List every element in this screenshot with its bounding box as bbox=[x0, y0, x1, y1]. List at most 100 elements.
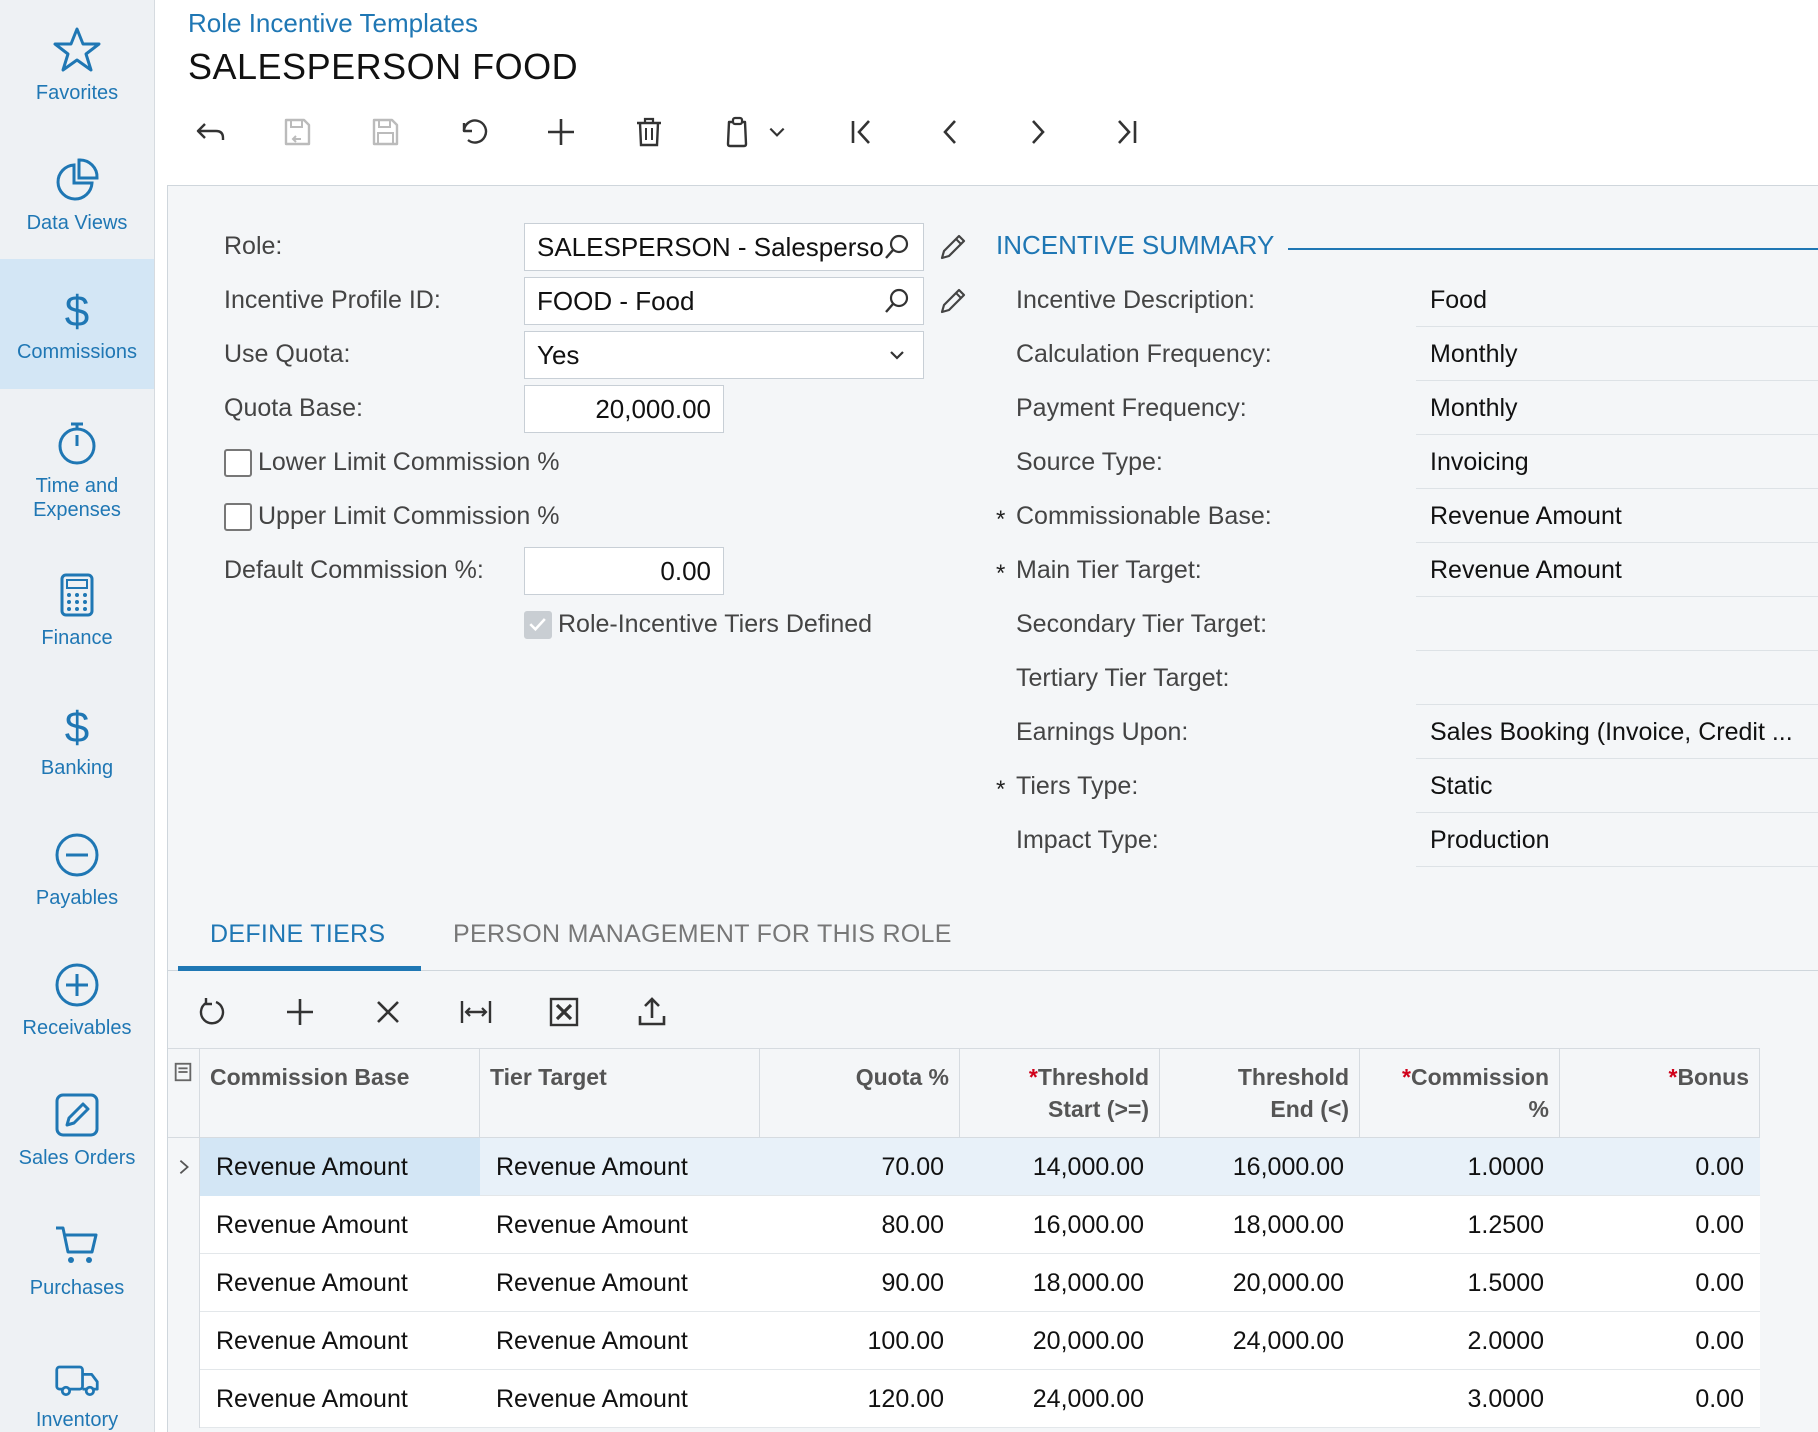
clipboard-button[interactable] bbox=[713, 108, 761, 156]
cell-bonus[interactable]: 0.00 bbox=[1695, 1152, 1744, 1181]
previous-record-button[interactable] bbox=[926, 108, 974, 156]
fit-to-screen-button[interactable] bbox=[454, 990, 498, 1034]
cell-tier-target[interactable]: Revenue Amount bbox=[496, 1384, 688, 1413]
default-commission-field[interactable]: 0.00 bbox=[524, 547, 724, 595]
cell-commission[interactable]: 2.0000 bbox=[1467, 1326, 1544, 1355]
cell-threshold-start[interactable]: 18,000.00 bbox=[1032, 1268, 1144, 1297]
cell-threshold-end[interactable]: 20,000.00 bbox=[1232, 1268, 1344, 1297]
cancel-button[interactable] bbox=[449, 108, 497, 156]
column-header-bonus[interactable]: *Bonus bbox=[1560, 1049, 1760, 1139]
cell-commission[interactable]: 1.5000 bbox=[1467, 1268, 1544, 1297]
cell-commission-base[interactable]: Revenue Amount bbox=[216, 1268, 408, 1297]
cell-threshold-start[interactable]: 16,000.00 bbox=[1032, 1210, 1144, 1239]
delete-row-button[interactable] bbox=[366, 990, 410, 1034]
table-row[interactable]: Revenue Amount Revenue Amount 70.00 14,0… bbox=[168, 1138, 1760, 1196]
first-record-button[interactable] bbox=[838, 108, 886, 156]
pencil-icon[interactable] bbox=[937, 285, 969, 317]
cell-threshold-start[interactable]: 20,000.00 bbox=[1032, 1326, 1144, 1355]
export-excel-button[interactable] bbox=[542, 990, 586, 1034]
cell-quota[interactable]: 90.00 bbox=[881, 1268, 944, 1297]
column-header-commission[interactable]: *Commission% bbox=[1360, 1049, 1560, 1139]
next-record-button[interactable] bbox=[1014, 108, 1062, 156]
column-header-quota[interactable]: Quota % bbox=[760, 1049, 960, 1139]
clipboard-dropdown-button[interactable] bbox=[762, 108, 792, 156]
column-settings-button[interactable] bbox=[168, 1049, 200, 1139]
cell-bonus[interactable]: 0.00 bbox=[1695, 1326, 1744, 1355]
sidebar-item-favorites[interactable]: Favorites bbox=[0, 0, 154, 130]
search-icon[interactable] bbox=[883, 233, 911, 261]
column-header-threshold-start[interactable]: *Threshold Start (>=) bbox=[960, 1049, 1160, 1139]
delete-button[interactable] bbox=[625, 108, 673, 156]
cell-quota[interactable]: 100.00 bbox=[867, 1326, 944, 1355]
cell-threshold-end[interactable] bbox=[1160, 1370, 1360, 1428]
save-button[interactable] bbox=[361, 108, 409, 156]
cell-quota[interactable]: 80.00 bbox=[881, 1210, 944, 1239]
cell-quota[interactable]: 70.00 bbox=[881, 1152, 944, 1181]
table-row[interactable]: Revenue Amount Revenue Amount 100.00 20,… bbox=[168, 1312, 1760, 1370]
row-selector[interactable] bbox=[168, 1196, 200, 1254]
cell-commission-base[interactable]: Revenue Amount bbox=[216, 1326, 408, 1355]
sidebar-item-inventory[interactable]: Inventory bbox=[0, 1322, 154, 1432]
cell-commission-base[interactable]: Revenue Amount bbox=[216, 1210, 408, 1239]
sidebar-item-sales-orders[interactable]: Sales Orders bbox=[0, 1065, 154, 1195]
sidebar-item-commissions[interactable]: $ Commissions bbox=[0, 259, 154, 389]
cell-threshold-start[interactable]: 24,000.00 bbox=[1032, 1384, 1144, 1413]
star-icon bbox=[53, 27, 101, 72]
sidebar-item-receivables[interactable]: Receivables bbox=[0, 935, 154, 1065]
row-selector[interactable] bbox=[168, 1312, 200, 1370]
sidebar-item-banking[interactable]: $ Banking bbox=[0, 675, 154, 805]
tab-person-management[interactable]: PERSON MANAGEMENT FOR THIS ROLE bbox=[453, 920, 952, 948]
cell-commission-base[interactable]: Revenue Amount bbox=[200, 1138, 480, 1196]
cell-commission[interactable]: 1.0000 bbox=[1467, 1152, 1544, 1181]
save-and-close-button[interactable] bbox=[273, 108, 321, 156]
required-mark: * bbox=[996, 560, 1006, 587]
cell-bonus[interactable]: 0.00 bbox=[1695, 1210, 1744, 1239]
sidebar-item-data-views[interactable]: Data Views bbox=[0, 130, 154, 260]
column-header-commission-base[interactable]: Commission Base bbox=[200, 1049, 480, 1139]
cell-threshold-start[interactable]: 14,000.00 bbox=[1032, 1152, 1144, 1181]
cell-tier-target[interactable]: Revenue Amount bbox=[496, 1326, 688, 1355]
cell-quota[interactable]: 120.00 bbox=[867, 1384, 944, 1413]
cell-commission-base[interactable]: Revenue Amount bbox=[216, 1384, 408, 1413]
use-quota-select[interactable]: Yes bbox=[524, 331, 924, 379]
sidebar-item-finance[interactable]: Finance bbox=[0, 545, 154, 675]
row-selector[interactable] bbox=[168, 1370, 200, 1428]
sidebar-item-label: Inventory bbox=[35, 1409, 119, 1431]
table-row[interactable]: Revenue Amount Revenue Amount 90.00 18,0… bbox=[168, 1254, 1760, 1312]
grid-header: Commission Base Tier Target Quota % *Thr… bbox=[168, 1048, 1760, 1139]
column-header-threshold-end[interactable]: Threshold End (<) bbox=[1160, 1049, 1360, 1139]
table-row[interactable]: Revenue Amount Revenue Amount 120.00 24,… bbox=[168, 1370, 1760, 1428]
upload-button[interactable] bbox=[630, 990, 674, 1034]
row-selector[interactable] bbox=[168, 1254, 200, 1312]
row-selector[interactable] bbox=[168, 1138, 200, 1196]
sidebar-item-payables[interactable]: Payables bbox=[0, 805, 154, 935]
add-button[interactable] bbox=[537, 108, 585, 156]
search-icon[interactable] bbox=[883, 287, 911, 315]
add-row-button[interactable] bbox=[278, 990, 322, 1034]
quota-base-field[interactable]: 20,000.00 bbox=[524, 385, 724, 433]
cell-tier-target[interactable]: Revenue Amount bbox=[496, 1152, 688, 1181]
refresh-button[interactable] bbox=[190, 990, 234, 1034]
table-row[interactable]: Revenue Amount Revenue Amount 80.00 16,0… bbox=[168, 1196, 1760, 1254]
cell-tier-target[interactable]: Revenue Amount bbox=[496, 1210, 688, 1239]
cell-threshold-end[interactable]: 16,000.00 bbox=[1232, 1152, 1344, 1181]
incentive-profile-field[interactable]: FOOD - Food bbox=[524, 277, 924, 325]
back-button[interactable] bbox=[186, 108, 234, 156]
sidebar-item-purchases[interactable]: Purchases bbox=[0, 1195, 154, 1325]
tab-define-tiers[interactable]: DEFINE TIERS bbox=[210, 920, 386, 948]
sidebar-item-time-and-expenses[interactable]: Time and Expenses bbox=[0, 400, 154, 540]
column-header-tier-target[interactable]: Tier Target bbox=[480, 1049, 760, 1139]
lower-limit-checkbox[interactable] bbox=[224, 449, 252, 477]
pencil-icon[interactable] bbox=[937, 231, 969, 263]
cell-bonus[interactable]: 0.00 bbox=[1695, 1268, 1744, 1297]
upper-limit-checkbox[interactable] bbox=[224, 503, 252, 531]
cell-commission[interactable]: 1.2500 bbox=[1467, 1210, 1544, 1239]
cell-commission[interactable]: 3.0000 bbox=[1467, 1384, 1544, 1413]
cell-threshold-end[interactable]: 24,000.00 bbox=[1232, 1326, 1344, 1355]
cell-bonus[interactable]: 0.00 bbox=[1695, 1384, 1744, 1413]
cell-threshold-end[interactable]: 18,000.00 bbox=[1232, 1210, 1344, 1239]
last-record-button[interactable] bbox=[1102, 108, 1150, 156]
cell-tier-target[interactable]: Revenue Amount bbox=[496, 1268, 688, 1297]
role-field[interactable]: SALESPERSON - Salesperson bbox=[524, 223, 924, 271]
breadcrumb[interactable]: Role Incentive Templates bbox=[188, 8, 479, 38]
